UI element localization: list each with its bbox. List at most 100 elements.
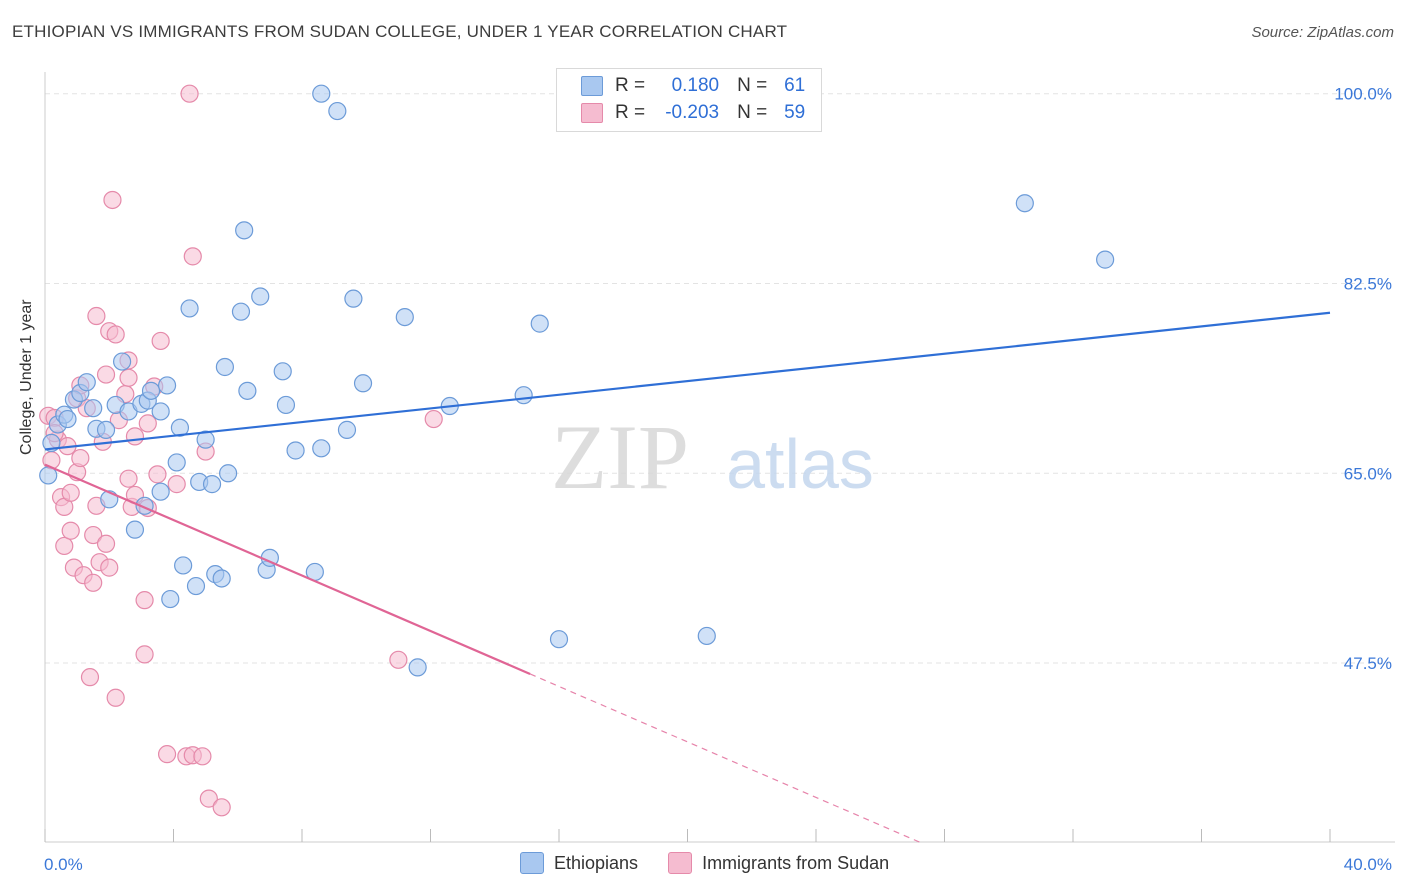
point-sudan [183,247,202,266]
point-ethiopians [408,658,427,677]
point-ethiopians [231,302,251,321]
point-ethiopians [42,433,61,453]
point-sudan [193,747,212,766]
point-ethiopians [196,430,215,449]
point-ethiopians [157,376,177,395]
legend-r-label: R = [615,75,646,96]
y-tick-label: 47.5% [1344,654,1392,673]
legend-item-ethiopians[interactable]: Ethiopians [520,852,638,874]
point-sudan [80,668,100,687]
watermark-zip: ZIP [551,406,689,508]
point-ethiopians [286,441,305,460]
point-ethiopians [328,101,347,121]
point-sudan [100,558,119,577]
legend-r-value: 0.180 [671,75,720,96]
point-sudan [84,573,103,592]
trend-line-sudan [44,463,531,675]
x-tick-label: 0.0% [44,855,83,874]
point-ethiopians [167,453,186,472]
point-ethiopians [170,418,190,437]
point-ethiopians [84,399,103,418]
point-ethiopians [1015,194,1034,213]
legend-swatch-pink [581,103,603,123]
point-sudan [389,650,408,669]
point-sudan [106,325,125,344]
point-ethiopians [141,381,161,400]
legend-swatch-ethiopians [520,852,544,874]
legend-row-sudan: R = -0.203 N = 59 [581,101,805,125]
point-ethiopians [353,374,373,393]
legend-row-ethiopians: R = 0.180 N = 61 [581,74,805,98]
point-ethiopians [697,626,716,646]
series-immigrants-from-sudan [39,84,443,817]
legend-swatch-sudan [668,852,693,874]
legend-r-value: -0.203 [665,102,720,123]
trend-lines [44,311,1331,843]
point-ethiopians [202,475,222,494]
point-ethiopians [273,362,292,381]
watermark: ZIP atlas [551,406,874,508]
point-ethiopians [125,520,145,539]
legend-item-sudan[interactable]: Immigrants from Sudan [668,852,889,874]
source-label: Source: ZipAtlas.com [1251,24,1394,41]
legend-label-ethiopians: Ethiopians [554,852,639,873]
point-sudan [125,427,145,446]
legend-swatch-blue [581,76,603,96]
point-ethiopians [251,287,270,306]
point-ethiopians [219,464,238,483]
point-ethiopians [58,409,77,429]
point-ethiopians [1096,250,1115,269]
point-ethiopians [112,352,132,371]
point-sudan [119,469,138,488]
trend-line-sudan-extension [529,673,920,843]
point-sudan [212,798,231,817]
point-sudan [96,365,116,384]
point-ethiopians [151,482,170,501]
legend-r-label: R = [615,102,646,123]
point-sudan [61,521,80,540]
point-ethiopians [235,221,254,240]
point-sudan [106,688,125,707]
point-sudan [151,331,170,351]
point-sudan [71,448,90,468]
point-ethiopians [77,373,96,392]
series-ethiopians [39,84,1115,677]
point-sudan [119,368,138,387]
y-tick-label: 65.0% [1344,464,1392,483]
point-ethiopians [276,395,296,415]
point-sudan [148,465,167,484]
trend-line-ethiopians [44,311,1331,451]
series-legend: Ethiopians Immigrants from Sudan [520,852,919,874]
point-ethiopians [174,556,193,575]
legend-label-sudan: Immigrants from Sudan [702,852,890,873]
point-sudan [138,414,157,433]
chart-title: ETHIOPIAN VS IMMIGRANTS FROM SUDAN COLLE… [12,22,788,41]
point-sudan [55,536,74,556]
y-axis-label: College, Under 1 year [18,299,35,455]
legend-n-value: 61 [784,75,806,96]
point-ethiopians [549,630,569,649]
point-sudan [103,190,122,210]
point-sudan [157,745,177,764]
point-ethiopians [186,576,206,596]
y-tick-label: 100.0% [1334,85,1392,104]
point-ethiopians [212,569,231,588]
point-ethiopians [337,420,357,439]
point-ethiopians [180,299,199,318]
legend-n-value: 59 [784,102,806,123]
correlation-legend: R = 0.180 N = 61 R = -0.203 N = 59 [556,68,822,132]
point-ethiopians [312,439,331,458]
point-ethiopians [161,589,180,609]
watermark-atlas: atlas [726,425,874,503]
point-ethiopians [215,357,234,377]
point-ethiopians [530,314,549,333]
point-sudan [84,525,103,545]
point-sudan [61,483,80,502]
point-sudan [96,534,116,553]
axes [44,72,1395,843]
legend-n-label: N = [737,75,768,96]
tick-labels: 100.0% 82.5% 65.0% 47.5% 0.0% 40.0% [44,85,1392,874]
y-tick-label: 82.5% [1344,274,1392,293]
point-ethiopians [96,420,116,439]
